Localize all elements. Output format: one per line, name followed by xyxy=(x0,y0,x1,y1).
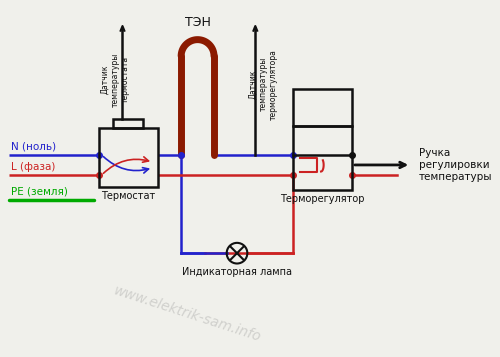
Text: Терморегулятор: Терморегулятор xyxy=(280,194,364,204)
Text: www.elektrik-sam.info: www.elektrik-sam.info xyxy=(112,284,263,345)
Text: Термостат: Термостат xyxy=(101,191,156,201)
Text: Датчик
температуры
терморегулятора: Датчик температуры терморегулятора xyxy=(248,49,278,120)
Text: Ручка
регулировки
температуры: Ручка регулировки температуры xyxy=(418,149,492,182)
Text: PE (земля): PE (земля) xyxy=(12,187,68,197)
Text: Датчик
температуры
термостата: Датчик температуры термостата xyxy=(100,52,130,107)
Bar xyxy=(98,128,158,187)
Text: L (фаза): L (фаза) xyxy=(12,162,56,172)
Text: N (ноль): N (ноль) xyxy=(12,142,56,152)
Text: Индикаторная лампа: Индикаторная лампа xyxy=(182,267,292,277)
Bar xyxy=(293,89,352,126)
Bar xyxy=(293,126,352,190)
Text: ТЭН: ТЭН xyxy=(184,16,210,29)
Bar xyxy=(113,119,143,128)
